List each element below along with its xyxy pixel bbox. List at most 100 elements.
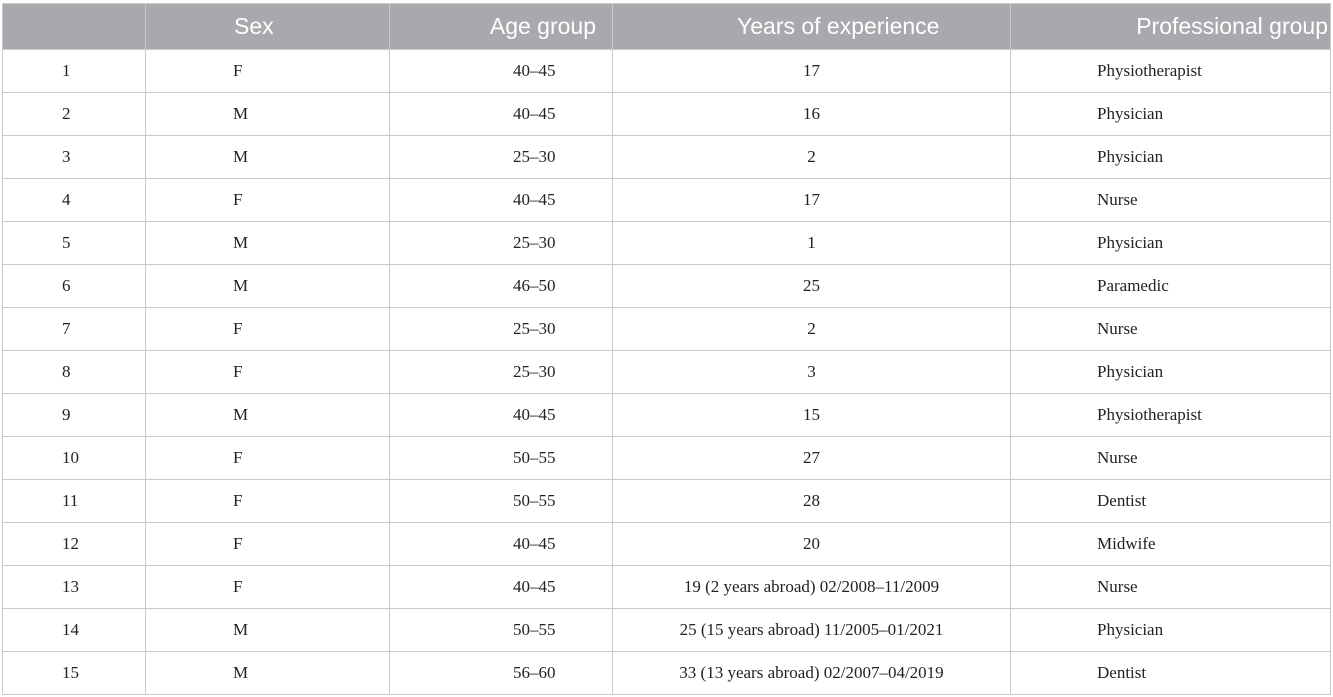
years-of-experience-cell: 19 (2 years abroad) 02/2008–11/2009 — [612, 565, 1011, 609]
participant-number-cell: 10 — [2, 436, 146, 480]
age-group-cell: 46–50 — [389, 264, 613, 308]
years-of-experience-cell: 16 — [612, 92, 1011, 136]
age-group-cell: 50–55 — [389, 608, 613, 652]
years-of-experience-cell: 1 — [612, 221, 1011, 265]
age-group-cell: 40–45 — [389, 178, 613, 222]
participant-number-cell: 3 — [2, 135, 146, 179]
years-of-experience-cell: 20 — [612, 522, 1011, 566]
professional-group-cell: Physician — [1010, 221, 1331, 265]
years-of-experience-cell: 27 — [612, 436, 1011, 480]
participant-number-cell: 6 — [2, 264, 146, 308]
table-row: 3 M 25–30 2 Physician — [2, 135, 1331, 179]
professional-group-cell: Dentist — [1010, 479, 1331, 523]
age-group-cell: 40–45 — [389, 565, 613, 609]
sex-cell: F — [145, 49, 390, 93]
years-of-experience-cell: 15 — [612, 393, 1011, 437]
age-group-cell: 25–30 — [389, 221, 613, 265]
years-of-experience-cell: 25 — [612, 264, 1011, 308]
table-row: 15 M 56–60 33 (13 years abroad) 02/2007–04/… — [2, 651, 1331, 695]
age-group-cell: 40–45 — [389, 522, 613, 566]
professional-group-cell: Nurse — [1010, 436, 1331, 480]
years-of-experience-cell: 2 — [612, 307, 1011, 351]
participant-number-cell: 12 — [2, 522, 146, 566]
professional-group-cell: Midwife — [1010, 522, 1331, 566]
participants-table: Sex Age group Years of experience Profes… — [2, 3, 1331, 695]
sex-cell: F — [145, 565, 390, 609]
sex-cell: F — [145, 436, 390, 480]
years-of-experience-cell: 28 — [612, 479, 1011, 523]
table-row: 6 M 46–50 25 Paramedic — [2, 264, 1331, 308]
table-row: 1 F 40–45 17 Physiotherapist — [2, 49, 1331, 93]
table-header: Sex Age group Years of experience Profes… — [2, 3, 1331, 50]
participant-number-cell: 8 — [2, 350, 146, 394]
header-sex: Sex — [145, 3, 390, 50]
professional-group-cell: Physiotherapist — [1010, 393, 1331, 437]
sex-cell: M — [145, 608, 390, 652]
years-of-experience-cell: 33 (13 years abroad) 02/2007–04/2019 — [612, 651, 1011, 695]
table-row: 2 M 40–45 16 Physician — [2, 92, 1331, 136]
sex-cell: F — [145, 178, 390, 222]
sex-cell: M — [145, 393, 390, 437]
table-row: 5 M 25–30 1 Physician — [2, 221, 1331, 265]
professional-group-cell: Physiotherapist — [1010, 49, 1331, 93]
participant-number-cell: 4 — [2, 178, 146, 222]
age-group-cell: 56–60 — [389, 651, 613, 695]
sex-cell: F — [145, 307, 390, 351]
age-group-cell: 50–55 — [389, 479, 613, 523]
years-of-experience-cell: 25 (15 years abroad) 11/2005–01/2021 — [612, 608, 1011, 652]
table-row: 14 M 50–55 25 (15 years abroad) 11/2005–01/… — [2, 608, 1331, 652]
professional-group-cell: Paramedic — [1010, 264, 1331, 308]
table-body: 1 F 40–45 17 Physiotherapist 2 M 40–45 16 Physici… — [2, 49, 1331, 695]
age-group-cell: 25–30 — [389, 307, 613, 351]
participant-number-cell: 2 — [2, 92, 146, 136]
table-row: 13 F 40–45 19 (2 years abroad) 02/2008–11/2… — [2, 565, 1331, 609]
age-group-cell: 40–45 — [389, 393, 613, 437]
professional-group-cell: Physician — [1010, 135, 1331, 179]
years-of-experience-cell: 17 — [612, 49, 1011, 93]
professional-group-cell: Nurse — [1010, 565, 1331, 609]
participant-number-cell: 9 — [2, 393, 146, 437]
participant-number-cell: 14 — [2, 608, 146, 652]
participant-number-cell: 11 — [2, 479, 146, 523]
participant-number-cell: 15 — [2, 651, 146, 695]
participant-number-cell: 5 — [2, 221, 146, 265]
years-of-experience-cell: 2 — [612, 135, 1011, 179]
age-group-cell: 40–45 — [389, 92, 613, 136]
sex-cell: F — [145, 522, 390, 566]
age-group-cell: 50–55 — [389, 436, 613, 480]
participant-number-cell: 1 — [2, 49, 146, 93]
professional-group-cell: Physician — [1010, 608, 1331, 652]
table-row: 10 F 50–55 27 Nurse — [2, 436, 1331, 480]
sex-cell: M — [145, 221, 390, 265]
header-participant-number — [2, 3, 146, 50]
header-age-group: Age group — [389, 3, 613, 50]
professional-group-cell: Dentist — [1010, 651, 1331, 695]
sex-cell: M — [145, 92, 390, 136]
professional-group-cell: Nurse — [1010, 307, 1331, 351]
header-years-of-experience: Years of experience — [612, 3, 1011, 50]
table-row: 11 F 50–55 28 Dentist — [2, 479, 1331, 523]
professional-group-cell: Physician — [1010, 350, 1331, 394]
header-professional-group: Professional group — [1010, 3, 1331, 50]
age-group-cell: 25–30 — [389, 135, 613, 179]
professional-group-cell: Physician — [1010, 92, 1331, 136]
table-row: 12 F 40–45 20 Midwife — [2, 522, 1331, 566]
participant-number-cell: 7 — [2, 307, 146, 351]
years-of-experience-cell: 3 — [612, 350, 1011, 394]
age-group-cell: 25–30 — [389, 350, 613, 394]
sex-cell: M — [145, 651, 390, 695]
sex-cell: F — [145, 479, 390, 523]
sex-cell: F — [145, 350, 390, 394]
sex-cell: M — [145, 135, 390, 179]
table-row: 7 F 25–30 2 Nurse — [2, 307, 1331, 351]
table-row: 9 M 40–45 15 Physiotherapist — [2, 393, 1331, 437]
table-row: 4 F 40–45 17 Nurse — [2, 178, 1331, 222]
years-of-experience-cell: 17 — [612, 178, 1011, 222]
age-group-cell: 40–45 — [389, 49, 613, 93]
table-row: 8 F 25–30 3 Physician — [2, 350, 1331, 394]
sex-cell: M — [145, 264, 390, 308]
professional-group-cell: Nurse — [1010, 178, 1331, 222]
header-row: Sex Age group Years of experience Profes… — [2, 3, 1331, 50]
participants-table-container: Sex Age group Years of experience Profes… — [2, 3, 1331, 695]
participant-number-cell: 13 — [2, 565, 146, 609]
